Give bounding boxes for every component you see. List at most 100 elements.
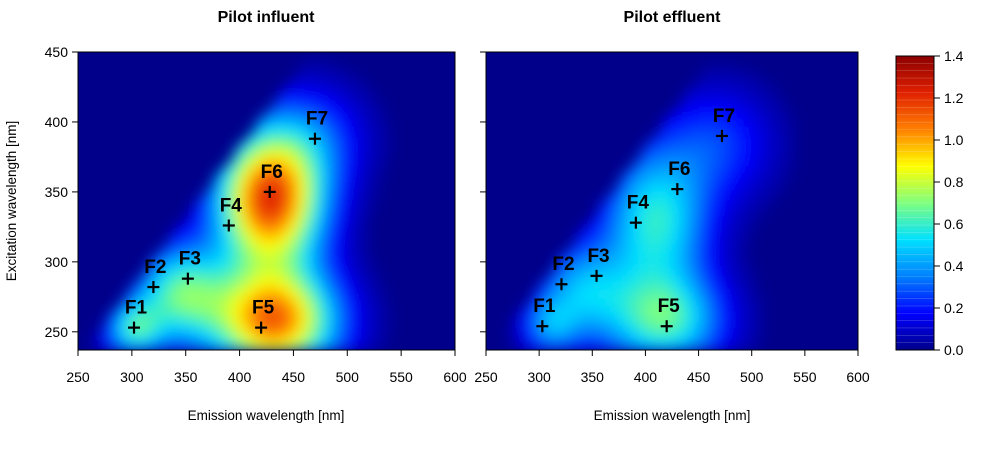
heat-cell	[137, 299, 144, 306]
heat-cell	[244, 266, 251, 273]
heat-cell	[719, 288, 726, 295]
heat-cell	[309, 170, 316, 178]
heat-cell	[158, 316, 165, 323]
heat-cell	[719, 187, 726, 194]
heat-cell	[735, 92, 742, 99]
heat-cell	[250, 305, 257, 312]
heat-cell	[277, 299, 284, 306]
heat-cell	[762, 198, 769, 206]
heat-cell	[320, 305, 327, 312]
plot-frame	[485, 51, 859, 351]
heat-cell	[244, 170, 251, 178]
heat-cell	[698, 226, 705, 234]
heat-cell	[788, 159, 795, 166]
heat-cell	[714, 170, 721, 178]
heat-cell	[374, 131, 381, 138]
heat-cell	[298, 249, 305, 256]
heat-cell	[320, 103, 327, 110]
heat-cell	[778, 131, 785, 138]
heat-cell	[207, 338, 214, 346]
heat-cell	[142, 305, 149, 312]
heat-cell	[266, 159, 273, 166]
heat-cell	[255, 215, 262, 222]
heat-cell	[271, 226, 278, 234]
heat-cell	[666, 137, 673, 144]
heat-cell	[347, 187, 354, 194]
heat-cell	[341, 277, 348, 284]
heat-cell	[282, 187, 289, 194]
heat-cell	[288, 182, 295, 189]
heat-cell	[661, 288, 668, 295]
heat-cell	[336, 170, 343, 178]
heat-cell	[180, 271, 187, 278]
heat-cell	[677, 232, 684, 239]
heat-cell	[293, 316, 300, 323]
heat-cell	[629, 254, 636, 262]
heat-cell	[250, 249, 257, 256]
heat-cell	[196, 327, 203, 334]
heat-cell	[709, 254, 716, 262]
peak-f5: F5	[252, 298, 275, 334]
peak-label: F3	[587, 246, 609, 267]
heat-cell	[693, 215, 700, 222]
heat-cell	[201, 232, 208, 239]
heat-cell	[325, 238, 332, 245]
heat-cell	[772, 187, 779, 194]
heat-cell	[331, 103, 338, 110]
heat-cell	[358, 142, 365, 150]
heat-cell	[698, 92, 705, 99]
heat-cell	[741, 232, 747, 239]
heat-cell	[325, 305, 332, 312]
heat-cell	[169, 238, 176, 245]
heat-cell	[374, 159, 381, 166]
heat-cell	[576, 266, 583, 273]
heat-cell	[645, 176, 652, 183]
heat-cell	[613, 294, 620, 301]
heat-cell	[586, 338, 593, 346]
heat-cell	[288, 159, 295, 166]
heat-cell	[352, 215, 359, 222]
heat-cell	[741, 344, 747, 350]
heat-cell	[512, 322, 519, 329]
heat-cell	[298, 120, 305, 127]
heat-cell	[788, 154, 795, 161]
heat-cell	[277, 148, 284, 155]
heat-cell	[640, 215, 647, 222]
heat-cell	[788, 114, 795, 122]
heat-cell	[347, 114, 354, 122]
heat-cell	[250, 277, 257, 284]
heat-cell	[735, 305, 742, 312]
heat-cell	[298, 204, 305, 211]
heat-cell	[693, 249, 700, 256]
heat-cell	[656, 327, 662, 334]
heat-cell	[656, 137, 662, 144]
heat-cell	[341, 210, 348, 217]
heat-cell	[282, 305, 289, 312]
heat-cell	[783, 142, 790, 150]
heat-cell	[741, 81, 747, 88]
heat-cell	[560, 282, 567, 290]
heat-cell	[767, 165, 774, 172]
heat-cell	[709, 170, 716, 178]
heat-cell	[212, 288, 219, 295]
heat-cell	[347, 249, 354, 256]
heat-cell	[576, 277, 583, 284]
heat-cell	[751, 305, 758, 312]
heat-cell	[368, 131, 375, 138]
heat-cell	[608, 260, 615, 267]
heat-cell	[331, 75, 338, 82]
heat-cell	[244, 176, 251, 183]
heat-cell	[180, 299, 187, 306]
heat-cell	[560, 305, 567, 312]
heat-cell	[597, 215, 604, 222]
heat-cell	[196, 316, 203, 323]
heat-cell	[384, 142, 391, 150]
heat-cell	[762, 142, 769, 150]
heat-cell	[576, 254, 583, 262]
heat-cell	[672, 114, 678, 122]
heat-cell	[282, 249, 289, 256]
heat-cell	[126, 294, 133, 301]
heat-cell	[687, 243, 694, 250]
heat-cell	[250, 322, 257, 329]
heat-cell	[586, 327, 593, 334]
